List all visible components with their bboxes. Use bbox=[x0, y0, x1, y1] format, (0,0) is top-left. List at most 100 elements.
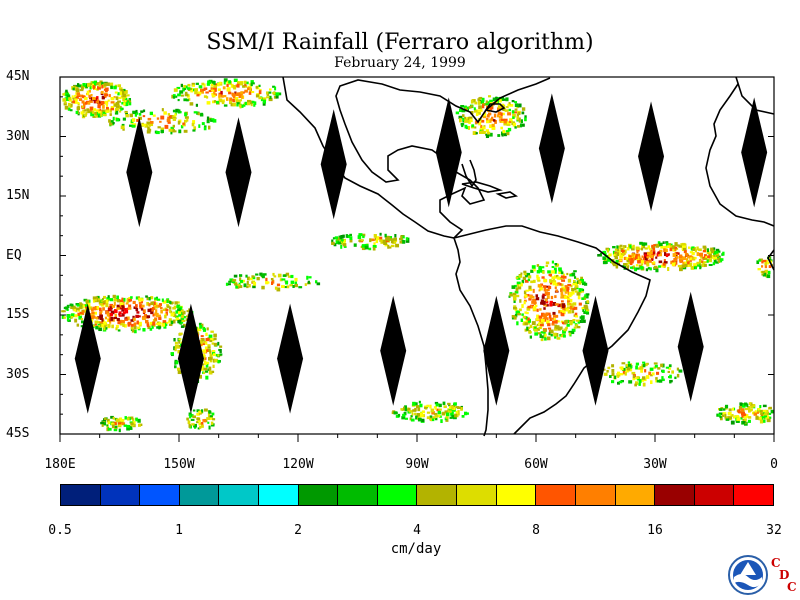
rain-cell bbox=[130, 327, 134, 330]
rain-cell bbox=[765, 416, 770, 420]
rain-cell bbox=[462, 114, 465, 117]
rain-cell bbox=[197, 427, 200, 430]
rain-cell bbox=[275, 95, 279, 99]
rain-cell bbox=[96, 306, 100, 310]
rain-cell bbox=[534, 304, 538, 308]
rain-cell bbox=[88, 89, 91, 93]
rain-cell bbox=[762, 419, 766, 423]
rain-cell bbox=[487, 131, 491, 135]
rain-cell bbox=[434, 401, 439, 405]
rain-cell bbox=[109, 303, 114, 307]
rain-cell bbox=[653, 362, 658, 365]
rain-cell bbox=[213, 100, 217, 103]
rain-cell bbox=[75, 303, 80, 306]
rain-cell bbox=[233, 281, 238, 285]
rain-cell bbox=[549, 300, 553, 304]
rain-cell bbox=[232, 85, 236, 89]
lon-label: 30W bbox=[643, 457, 667, 472]
rain-cell bbox=[581, 307, 585, 310]
rain-cell bbox=[207, 117, 212, 121]
rain-cell bbox=[526, 272, 531, 276]
rain-cell bbox=[118, 96, 122, 100]
rain-cell bbox=[209, 415, 213, 418]
rain-cell bbox=[762, 404, 767, 408]
rain-cell bbox=[226, 83, 229, 87]
rain-cell bbox=[243, 80, 247, 84]
rain-cell bbox=[103, 418, 107, 423]
rain-cell bbox=[663, 248, 666, 253]
rain-cell bbox=[573, 306, 578, 310]
rain-cell bbox=[135, 417, 138, 422]
rain-cell bbox=[540, 338, 544, 342]
rain-cell bbox=[529, 324, 533, 329]
rain-cell bbox=[383, 241, 388, 246]
rain-cell bbox=[431, 418, 435, 422]
rain-cell bbox=[556, 333, 559, 337]
lat-label: 45S bbox=[6, 426, 30, 441]
rain-cell bbox=[81, 320, 85, 324]
rain-cell bbox=[277, 92, 282, 96]
rain-cell bbox=[193, 111, 198, 114]
rain-cell bbox=[554, 324, 558, 329]
rain-cell bbox=[91, 311, 95, 315]
rain-cell bbox=[541, 295, 545, 299]
rain-cell bbox=[681, 264, 685, 268]
colorbar-swatch bbox=[140, 485, 180, 505]
rain-cell bbox=[241, 279, 246, 283]
rain-cell bbox=[118, 422, 122, 425]
rain-cell bbox=[648, 259, 652, 263]
rain-cell bbox=[432, 416, 436, 420]
rain-cell bbox=[759, 416, 762, 420]
rain-cell bbox=[447, 408, 450, 412]
rain-cell bbox=[107, 421, 111, 425]
rain-cell bbox=[91, 324, 95, 328]
rain-cell bbox=[253, 103, 256, 107]
rain-cell bbox=[369, 238, 372, 243]
rain-cell bbox=[143, 314, 148, 317]
rain-cell bbox=[604, 253, 607, 256]
rain-cell bbox=[568, 292, 573, 296]
rain-cell bbox=[761, 270, 765, 274]
rain-cell bbox=[204, 346, 208, 350]
rain-cell bbox=[521, 123, 525, 127]
rain-cell bbox=[83, 298, 88, 302]
rain-cell bbox=[655, 267, 659, 270]
rain-cell bbox=[619, 259, 622, 262]
rain-cell bbox=[606, 370, 609, 373]
rain-cell bbox=[749, 408, 753, 411]
rain-cell bbox=[175, 361, 179, 365]
rain-cell bbox=[332, 237, 336, 240]
rain-cell bbox=[497, 111, 502, 115]
rain-cell bbox=[177, 350, 182, 354]
rain-cell bbox=[607, 366, 611, 370]
rain-cell bbox=[125, 98, 128, 101]
rain-cell bbox=[177, 370, 182, 375]
rain-cell bbox=[174, 315, 179, 318]
rain-cell bbox=[187, 98, 191, 101]
rain-cell bbox=[542, 293, 547, 296]
rain-cell bbox=[124, 110, 128, 114]
rain-cell bbox=[670, 260, 674, 265]
rain-cell bbox=[208, 89, 213, 93]
rain-cell bbox=[199, 425, 202, 429]
rain-cell bbox=[122, 93, 127, 98]
rain-cell bbox=[692, 248, 696, 251]
rain-cell bbox=[597, 254, 601, 257]
rain-cell bbox=[122, 97, 125, 102]
rain-cell bbox=[642, 376, 646, 380]
rainfall-field bbox=[61, 78, 774, 433]
data-gap bbox=[538, 93, 565, 204]
rain-cell bbox=[391, 411, 395, 415]
rain-cell bbox=[182, 310, 186, 315]
rain-cell bbox=[122, 311, 126, 315]
rain-cell bbox=[765, 259, 769, 264]
rain-cell bbox=[201, 90, 204, 94]
rain-cell bbox=[528, 331, 532, 334]
colorbar-tick-label: 8 bbox=[532, 523, 540, 538]
rain-cell bbox=[640, 247, 644, 251]
rain-cell bbox=[621, 362, 626, 365]
rain-cell bbox=[107, 427, 112, 431]
rain-cell bbox=[651, 372, 655, 376]
rain-cell bbox=[106, 424, 109, 427]
rain-cell bbox=[507, 103, 510, 107]
